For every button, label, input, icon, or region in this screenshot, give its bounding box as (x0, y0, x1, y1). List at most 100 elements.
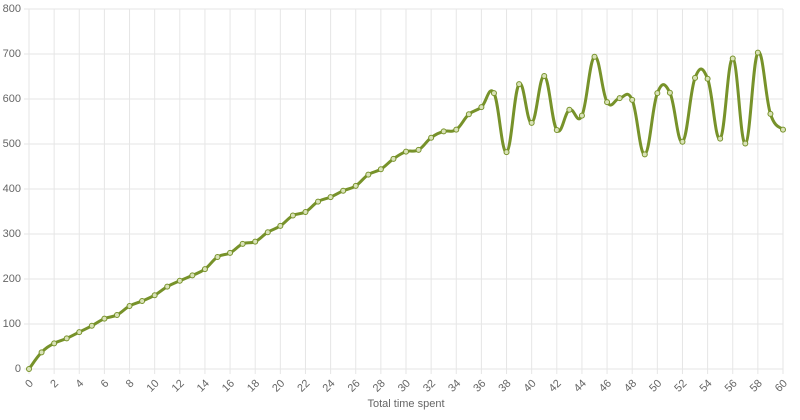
point (214, 253, 221, 260)
x-tick-label: 58 (748, 378, 765, 395)
y-tick-label: 100 (3, 318, 21, 330)
point (377, 166, 384, 173)
point (126, 303, 133, 309)
point (151, 292, 158, 299)
point (302, 208, 309, 215)
y-tick-label: 800 (3, 3, 21, 15)
point (767, 110, 774, 117)
point (352, 182, 359, 189)
point (176, 277, 183, 284)
point (465, 111, 472, 118)
x-tick-label: 32 (421, 378, 438, 395)
y-tick-label: 200 (3, 273, 21, 285)
x-tick-label: 50 (647, 378, 664, 395)
y-tick-label: 400 (3, 183, 21, 195)
x-tick-label: 16 (220, 378, 237, 395)
x-tick-label: 22 (295, 378, 312, 395)
y-tick-label: 0 (15, 363, 21, 375)
x-tick-label: 24 (320, 378, 337, 395)
y-tick-label: 500 (3, 138, 21, 150)
point (553, 127, 560, 134)
point (616, 95, 623, 102)
x-tick-label: 8 (124, 378, 137, 391)
x-tick-label: 20 (270, 378, 287, 395)
point (604, 99, 611, 106)
point (227, 249, 234, 256)
x-tick-label: 42 (547, 378, 564, 395)
x-axis-label: Total time spent (367, 398, 444, 410)
x-tick-label: 38 (496, 378, 513, 395)
point (641, 151, 648, 158)
point (742, 140, 749, 147)
point (704, 75, 711, 82)
point (139, 298, 146, 305)
point (541, 73, 548, 80)
point (51, 340, 58, 347)
point (264, 229, 271, 236)
point (38, 349, 45, 356)
x-tick-label: 0 (23, 378, 36, 391)
point (528, 119, 535, 126)
point (780, 126, 786, 133)
point (277, 222, 284, 229)
x-tick-label: 60 (773, 378, 790, 395)
point (591, 53, 598, 60)
point (252, 238, 259, 245)
point (453, 126, 460, 133)
point (578, 112, 585, 119)
point (63, 335, 70, 342)
point (629, 96, 636, 103)
point (440, 128, 447, 135)
point (415, 146, 422, 153)
x-tick-label: 18 (245, 378, 262, 395)
point (201, 266, 208, 273)
point (754, 49, 761, 56)
point (516, 81, 523, 88)
point (289, 212, 296, 219)
x-tick-label: 26 (346, 378, 363, 395)
x-tick-label: 52 (672, 378, 689, 395)
x-tick-label: 12 (170, 378, 187, 395)
point (26, 366, 32, 372)
y-tick-label: 700 (3, 48, 21, 60)
x-tick-label: 2 (48, 378, 61, 391)
x-tick-label: 40 (522, 378, 539, 395)
point (340, 187, 347, 194)
point (101, 315, 108, 322)
x-tick-label: 44 (572, 378, 589, 395)
point (365, 171, 372, 178)
point (729, 55, 736, 62)
y-tick-label: 600 (3, 93, 21, 105)
point (113, 312, 120, 318)
point (679, 138, 686, 145)
x-tick-label: 30 (396, 378, 413, 395)
x-tick-label: 6 (99, 378, 112, 391)
x-tick-label: 36 (471, 378, 488, 395)
x-tick-label: 56 (723, 378, 740, 395)
x-tick-label: 10 (145, 378, 162, 395)
point (189, 272, 196, 279)
x-tick-label: 46 (597, 378, 614, 395)
point (666, 89, 673, 96)
point (692, 74, 699, 81)
point (503, 149, 510, 156)
point (164, 283, 171, 290)
x-tick-label: 14 (195, 378, 212, 395)
point (428, 134, 435, 141)
point (76, 329, 83, 336)
x-tick-label: 4 (73, 378, 86, 391)
x-tick-label: 28 (371, 378, 388, 395)
point (654, 90, 661, 97)
point (239, 240, 246, 247)
point (327, 194, 334, 201)
point (403, 148, 409, 155)
y-tick-label: 300 (3, 228, 21, 240)
point (566, 106, 573, 113)
x-tick-label: 48 (622, 378, 639, 395)
point (478, 104, 485, 111)
point (490, 90, 497, 97)
x-tick-label: 54 (697, 378, 714, 395)
point (717, 135, 724, 142)
point (88, 322, 95, 329)
